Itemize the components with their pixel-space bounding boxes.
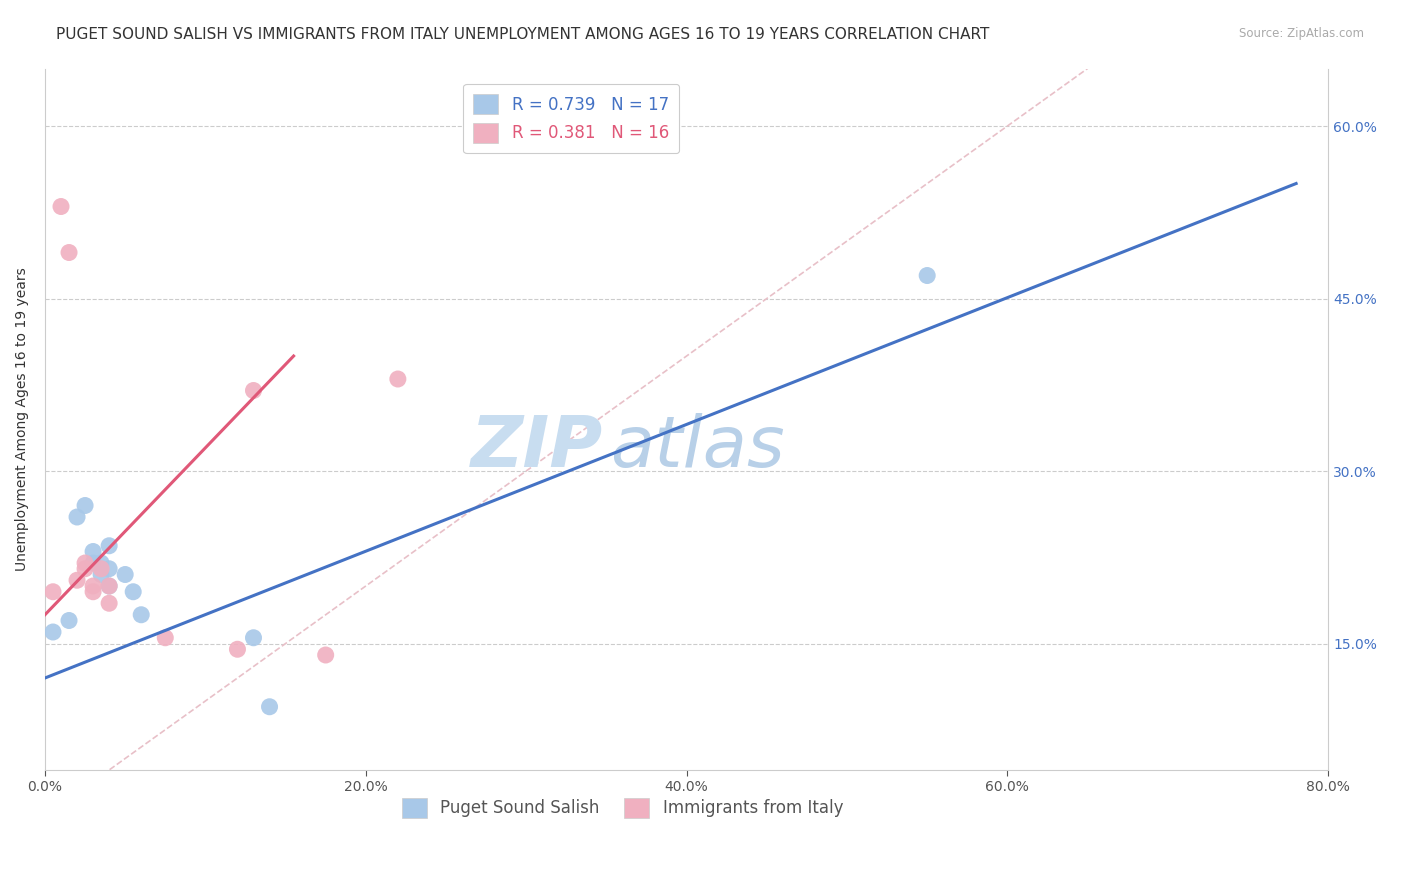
Point — [42, 584, 65, 599]
Point — [259, 699, 281, 714]
Legend: Puget Sound Salish, Immigrants from Italy: Puget Sound Salish, Immigrants from Ital… — [395, 791, 849, 825]
Point — [114, 567, 136, 582]
Point — [98, 539, 121, 553]
Point — [98, 579, 121, 593]
Point — [90, 556, 112, 570]
Point — [98, 562, 121, 576]
Point — [42, 625, 65, 640]
Point — [58, 245, 80, 260]
Point — [49, 200, 72, 214]
Point — [129, 607, 152, 622]
Point — [315, 648, 337, 662]
Point — [90, 567, 112, 582]
Point — [75, 556, 97, 570]
Text: atlas: atlas — [610, 413, 785, 482]
Point — [90, 562, 112, 576]
Point — [75, 562, 97, 576]
Point — [82, 579, 104, 593]
Point — [98, 579, 121, 593]
Text: PUGET SOUND SALISH VS IMMIGRANTS FROM ITALY UNEMPLOYMENT AMONG AGES 16 TO 19 YEA: PUGET SOUND SALISH VS IMMIGRANTS FROM IT… — [56, 27, 990, 42]
Point — [387, 372, 409, 386]
Point — [155, 631, 177, 645]
Point — [66, 574, 89, 588]
Point — [58, 614, 80, 628]
Y-axis label: Unemployment Among Ages 16 to 19 years: Unemployment Among Ages 16 to 19 years — [15, 268, 30, 571]
Point — [82, 584, 104, 599]
Point — [915, 268, 938, 283]
Text: Source: ZipAtlas.com: Source: ZipAtlas.com — [1239, 27, 1364, 40]
Point — [122, 584, 145, 599]
Point — [75, 499, 97, 513]
Point — [66, 510, 89, 524]
Point — [82, 544, 104, 558]
Text: ZIP: ZIP — [471, 413, 603, 482]
Point — [242, 631, 264, 645]
Point — [242, 384, 264, 398]
Point — [98, 596, 121, 610]
Point — [82, 556, 104, 570]
Point — [226, 642, 249, 657]
